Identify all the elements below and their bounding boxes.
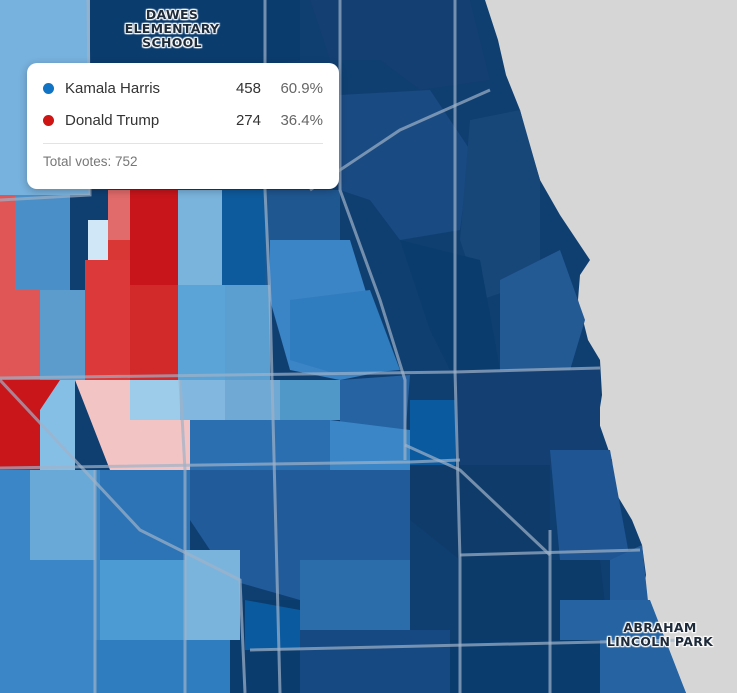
candidate-votes: 274 bbox=[235, 111, 261, 129]
tooltip-divider bbox=[43, 143, 323, 144]
place-name-line: DAWES ELEMENTARY bbox=[124, 7, 220, 36]
dem-precincts bbox=[0, 0, 686, 693]
candidate-percent: 36.4% bbox=[280, 111, 323, 129]
place-name-line: LINCOLN PARK bbox=[606, 634, 714, 649]
candidate-color-dot bbox=[43, 114, 54, 126]
candidate-row-harris: Kamala Harris 458 60.9% bbox=[43, 78, 323, 98]
place-label-dawes: DAWES ELEMENTARY SCHOOL bbox=[100, 8, 244, 50]
place-name-line: ABRAHAM bbox=[623, 620, 697, 635]
place-name-line: SCHOOL bbox=[142, 35, 202, 50]
candidate-color-dot bbox=[43, 82, 54, 94]
rep-precincts bbox=[0, 190, 190, 470]
candidate-name: Kamala Harris bbox=[65, 79, 161, 97]
candidate-percent: 60.9% bbox=[280, 79, 323, 97]
candidate-name: Donald Trump bbox=[65, 111, 160, 129]
precinct-results-tooltip: Kamala Harris 458 60.9% Donald Trump 274… bbox=[27, 63, 339, 189]
candidate-row-trump: Donald Trump 274 36.4% bbox=[43, 110, 323, 130]
total-votes: Total votes: 752 bbox=[43, 154, 138, 169]
candidate-votes: 458 bbox=[235, 79, 261, 97]
place-label-lincoln-park: ABRAHAM LINCOLN PARK bbox=[604, 621, 716, 649]
